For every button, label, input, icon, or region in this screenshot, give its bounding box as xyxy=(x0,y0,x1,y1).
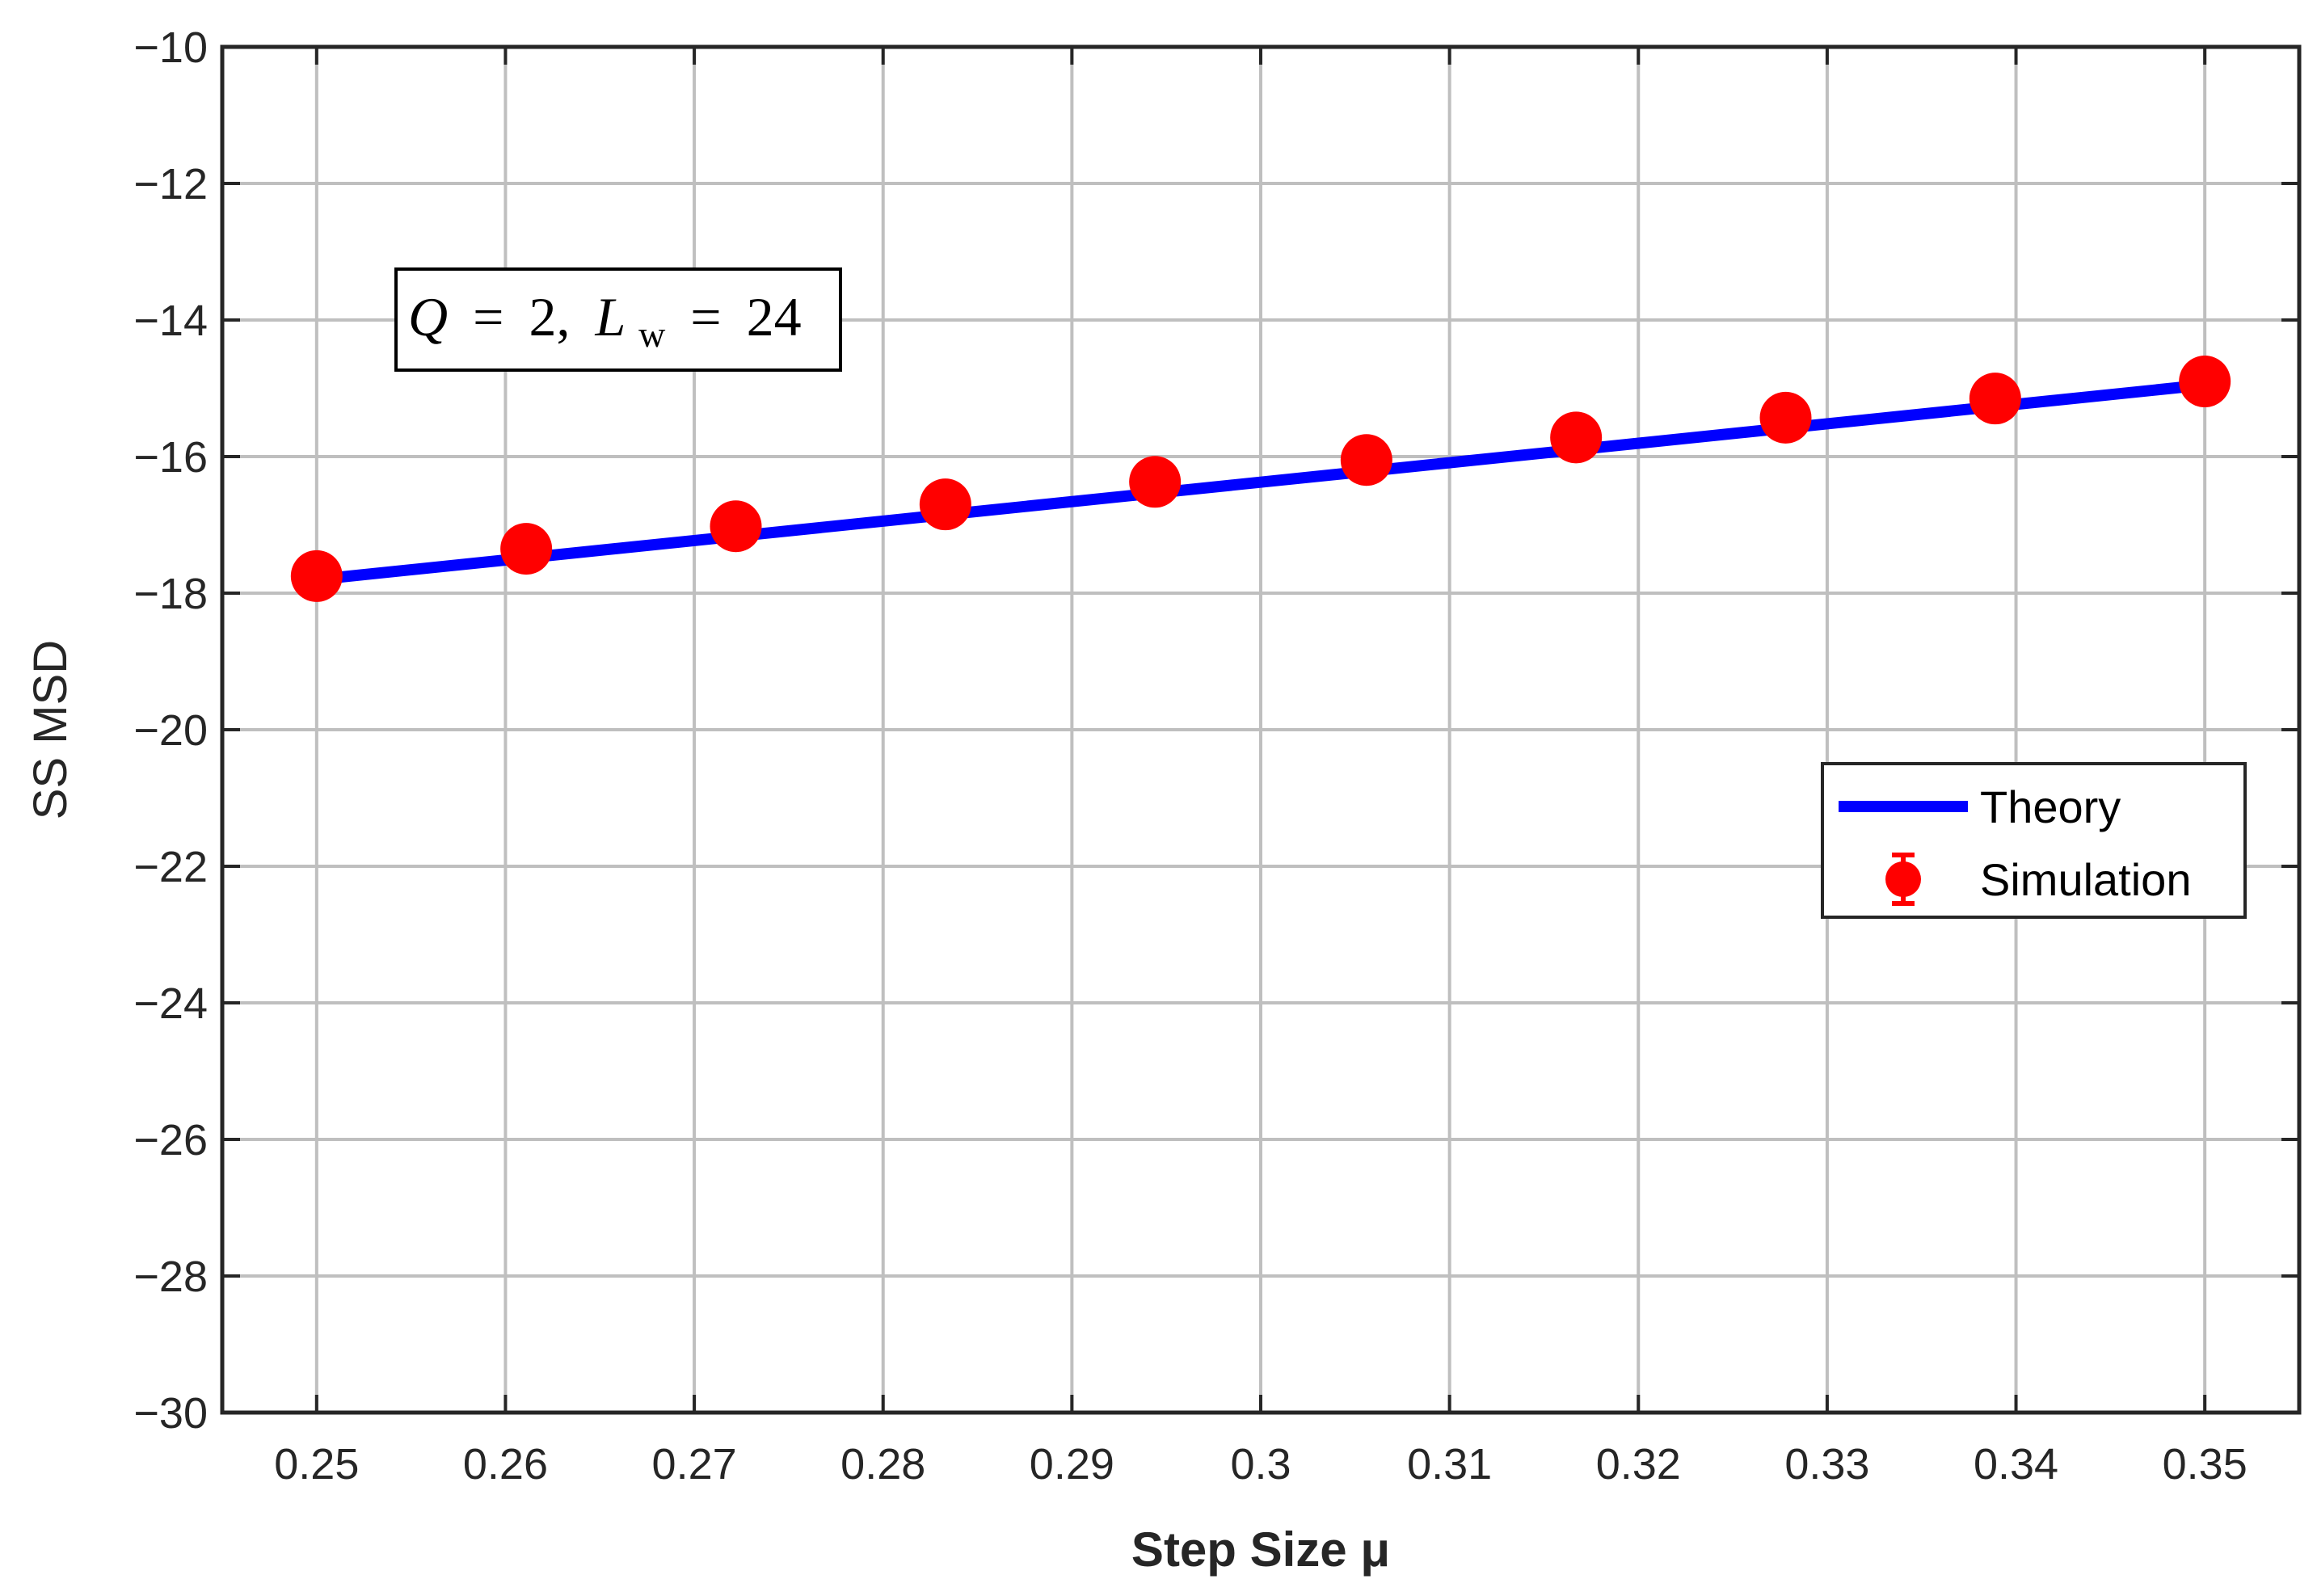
simulation-marker xyxy=(1550,411,1603,464)
y-tick-labels: −10 −12 −14 −16 −18 −20 −22 −24 −26 −28 −30 xyxy=(133,23,208,1438)
y-tick-label: −20 xyxy=(133,706,208,755)
x-axis-label: Step Size μ xyxy=(1131,1522,1390,1577)
legend-simulation-label: Simulation xyxy=(1980,854,2191,905)
simulation-point xyxy=(1550,411,1603,464)
annotation-frame xyxy=(394,267,842,372)
x-tick-label: 0.29 xyxy=(1030,1440,1114,1489)
annot-eq1: = xyxy=(473,286,503,347)
plot-frame xyxy=(220,44,2302,1415)
theory-line xyxy=(316,379,2205,586)
simulation-point xyxy=(919,478,971,531)
y-tick-label: −24 xyxy=(133,979,208,1028)
y-tick-label: −12 xyxy=(133,160,208,208)
x-tick-labels: 0.25 0.26 0.27 0.28 0.29 0.3 0.31 0.32 0.33 0.34 0… xyxy=(274,1440,2247,1489)
simulation-marker xyxy=(1340,434,1392,486)
simulation-marker xyxy=(1759,391,1812,444)
x-tick-label: 0.31 xyxy=(1407,1440,1492,1489)
simulation-marker xyxy=(710,500,762,553)
simulation-point xyxy=(1129,456,1182,508)
y-tick-label: −30 xyxy=(133,1389,208,1438)
x-tick-label: 0.26 xyxy=(463,1440,548,1489)
legend-theory-label: Theory xyxy=(1980,781,2121,832)
annot-l-sub: w xyxy=(638,314,666,355)
x-tick-label: 0.3 xyxy=(1230,1440,1291,1489)
x-tick-label: 0.34 xyxy=(1974,1440,2058,1489)
y-tick-label: −28 xyxy=(133,1253,208,1301)
simulation-marker xyxy=(2179,356,2231,408)
legend: Theory Simulation xyxy=(1821,762,2247,919)
annot-l: L xyxy=(594,286,625,347)
annot-q-val: 2, xyxy=(529,286,570,347)
simulation-point xyxy=(1340,434,1392,486)
x-tick-label: 0.25 xyxy=(274,1440,359,1489)
simulation-point xyxy=(1759,391,1812,444)
y-tick-label: −14 xyxy=(133,297,208,345)
y-tick-label: −16 xyxy=(133,433,208,482)
simulation-marker xyxy=(290,550,343,602)
y-tick-label: −10 xyxy=(133,23,208,72)
legend-simulation-swatch xyxy=(1885,853,1921,906)
annot-q: Q xyxy=(408,286,448,347)
simulation-marker xyxy=(919,478,971,531)
y-tick-label: −26 xyxy=(133,1116,208,1164)
simulation-marker xyxy=(1129,456,1182,508)
simulation-point xyxy=(2179,356,2231,408)
annot-l-val: 24 xyxy=(747,286,802,347)
y-tick-label: −18 xyxy=(133,570,208,618)
simulation-point xyxy=(1969,373,2021,425)
annotation-text: Q = 2, L w = 24 xyxy=(408,286,802,359)
x-tick-label: 0.27 xyxy=(652,1440,737,1489)
annot-eq2: = xyxy=(690,286,721,347)
x-tick-label: 0.32 xyxy=(1596,1440,1681,1489)
simulation-point xyxy=(290,550,343,602)
x-tick-label: 0.28 xyxy=(840,1440,925,1489)
x-tick-label: 0.35 xyxy=(2163,1440,2247,1489)
x-tick-label: 0.33 xyxy=(1784,1440,1869,1489)
annotation-box: Q = 2, L w = 24 xyxy=(394,267,842,372)
simulation-point xyxy=(500,523,553,575)
y-axis-label: SS MSD xyxy=(24,640,77,819)
y-tick-label: −22 xyxy=(133,843,208,891)
simulation-point xyxy=(710,500,762,553)
simulation-marker xyxy=(1969,373,2021,425)
series xyxy=(290,356,2231,602)
simulation-marker xyxy=(500,523,553,575)
